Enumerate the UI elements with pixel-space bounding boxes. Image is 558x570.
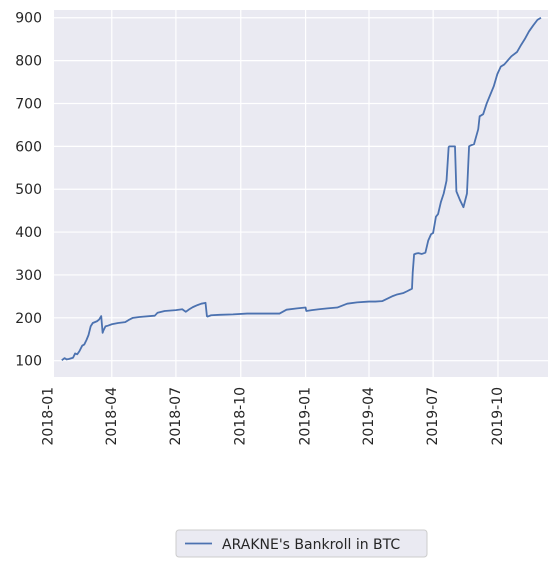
x-tick-label: 2018-10 (233, 387, 249, 446)
y-tick-label: 300 (15, 268, 42, 284)
x-tick-label: 2019-01 (298, 387, 314, 446)
x-tick-label: 2018-07 (168, 387, 184, 446)
legend: ARAKNE's Bankroll in BTC (175, 529, 428, 558)
y-tick-label: 800 (15, 54, 42, 70)
x-tick-label: 2019-10 (490, 387, 506, 446)
y-tick-label: 500 (15, 182, 42, 198)
x-tick-label: 2019-04 (361, 387, 377, 446)
series-line-bankroll (61, 16, 542, 361)
legend-label: ARAKNE's Bankroll in BTC (222, 537, 400, 553)
x-tick-label: 2018-04 (104, 387, 120, 446)
grid-lines (47, 10, 548, 377)
x-tick-label: 2019-07 (425, 387, 441, 446)
y-tick-label: 600 (15, 139, 42, 155)
y-tick-label: 100 (15, 354, 42, 370)
y-tick-label: 700 (15, 96, 42, 112)
y-tick-label: 900 (15, 11, 42, 27)
legend-box (175, 529, 428, 558)
y-tick-label: 400 (15, 225, 42, 241)
x-tick-label: 2018-01 (40, 387, 56, 446)
plot-background (54, 10, 548, 377)
y-axis-tick-labels: 100 200 300 400 500 600 700 800 900 (15, 11, 42, 370)
y-tick-label: 200 (15, 311, 42, 327)
x-axis-tick-labels: 2018-01 2018-04 2018-07 2018-10 2019-01 2019-… (40, 387, 506, 446)
